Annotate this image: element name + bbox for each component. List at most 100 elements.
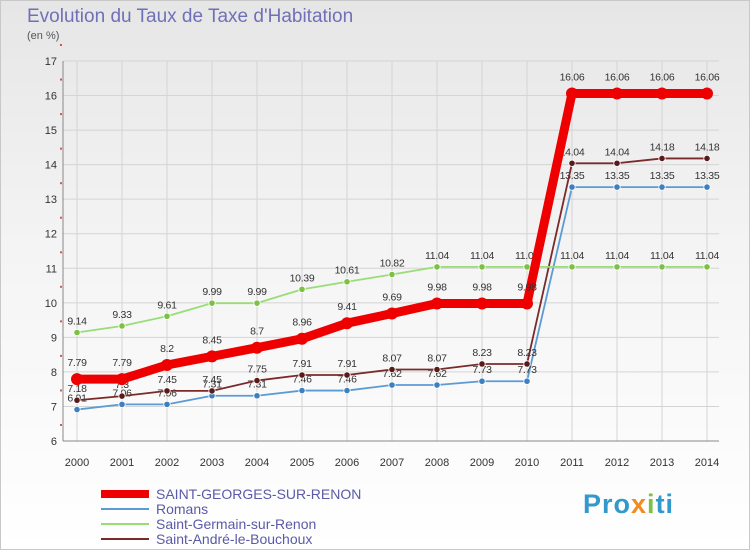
data-label-saint-germain-sur-renon: 11.04 <box>470 250 494 262</box>
data-point-saint-germain-sur-renon <box>613 263 621 271</box>
data-point-saint-andre-le-bouchoux <box>163 387 171 395</box>
data-label-saint-andre-le-bouchoux: 7.91 <box>292 358 312 370</box>
data-point-saint-germain-sur-renon <box>433 263 441 271</box>
chart-title: Evolution du Taux de Taxe d'Habitation <box>27 6 354 27</box>
data-label-saint-andre-le-bouchoux: 7.75 <box>247 364 267 376</box>
data-label-romans: 7.31 <box>202 379 222 391</box>
data-point-romans <box>388 381 396 389</box>
data-point-saint-georges-sur-renon <box>566 87 578 100</box>
data-label-saint-germain-sur-renon: 11.04 <box>425 250 449 262</box>
y-tick-label: 16 <box>45 91 57 103</box>
data-label-saint-andre-le-bouchoux: 7.45 <box>202 374 222 386</box>
data-label-saint-andre-le-bouchoux: 7.91 <box>337 358 357 370</box>
data-point-romans <box>568 183 576 191</box>
data-label-saint-georges-sur-renon: 9.41 <box>337 301 357 313</box>
legend-item: Saint-Germain-sur-Renon <box>101 515 361 532</box>
data-label-saint-georges-sur-renon: 8.2 <box>160 343 174 355</box>
legend-label: Romans <box>156 500 209 517</box>
data-label-saint-georges-sur-renon: 8.96 <box>292 317 312 329</box>
data-point-saint-germain-sur-renon <box>208 299 216 307</box>
data-label-saint-georges-sur-renon: 7.79 <box>112 357 132 369</box>
data-point-saint-georges-sur-renon <box>611 87 623 100</box>
data-label-romans: 13.35 <box>695 170 720 182</box>
data-point-saint-georges-sur-renon <box>296 332 308 345</box>
data-label-romans: 13.35 <box>560 170 585 182</box>
x-tick-label: 2001 <box>110 457 134 469</box>
data-label-saint-germain-sur-renon: 10.61 <box>335 265 360 277</box>
data-point-saint-georges-sur-renon <box>386 307 398 320</box>
data-point-saint-andre-le-bouchoux <box>208 387 216 395</box>
legend-item: Romans <box>101 500 361 517</box>
data-label-saint-andre-le-bouchoux: 14.04 <box>560 146 585 158</box>
data-label-romans: 7.62 <box>382 368 402 380</box>
data-point-romans <box>703 183 711 191</box>
legend-swatch <box>101 489 149 498</box>
data-point-saint-germain-sur-renon <box>478 263 486 271</box>
data-label-saint-germain-sur-renon: 9.99 <box>202 286 222 298</box>
y-tick-label: 9 <box>51 332 57 344</box>
data-label-saint-georges-sur-renon: 9.98 <box>427 282 447 294</box>
data-label-saint-andre-le-bouchoux: 8.07 <box>427 352 447 364</box>
data-label-saint-georges-sur-renon: 9.69 <box>382 292 402 304</box>
legend-item: SAINT-GEORGES-SUR-RENON <box>101 486 361 502</box>
data-point-saint-andre-le-bouchoux <box>298 371 306 379</box>
data-label-saint-georges-sur-renon: 16.06 <box>695 71 720 83</box>
data-point-saint-andre-le-bouchoux <box>613 159 621 167</box>
y-tick-label: 8 <box>51 367 57 379</box>
x-tick-label: 2012 <box>605 457 629 469</box>
data-point-saint-andre-le-bouchoux <box>388 365 396 374</box>
data-label-saint-germain-sur-renon: 11.04 <box>560 250 584 262</box>
x-tick-label: 2004 <box>245 457 269 469</box>
data-point-romans <box>253 392 261 400</box>
proxiti-logo: Proxiti <box>583 489 674 520</box>
data-label-saint-andre-le-bouchoux: 8.07 <box>382 352 402 364</box>
legend-swatch <box>101 507 149 510</box>
x-tick-label: 2007 <box>380 457 404 469</box>
data-label-saint-andre-le-bouchoux: 8.23 <box>472 347 492 359</box>
data-point-saint-germain-sur-renon <box>703 263 711 271</box>
data-label-saint-andre-le-bouchoux: 14.04 <box>605 146 630 158</box>
data-label-saint-germain-sur-renon: 9.33 <box>112 309 132 321</box>
data-label-saint-georges-sur-renon: 9.98 <box>517 282 537 294</box>
legend-label: Saint-Germain-sur-Renon <box>156 515 317 532</box>
data-point-saint-germain-sur-renon <box>253 299 261 307</box>
data-label-saint-georges-sur-renon: 7.79 <box>67 357 87 369</box>
data-label-saint-georges-sur-renon: 8.7 <box>250 326 264 338</box>
data-point-saint-andre-le-bouchoux <box>73 396 81 404</box>
data-point-saint-georges-sur-renon <box>116 373 128 386</box>
logo-letters: i <box>647 489 656 519</box>
data-point-saint-georges-sur-renon <box>476 297 488 310</box>
data-label-saint-andre-le-bouchoux: 14.18 <box>695 141 720 153</box>
x-tick-label: 2002 <box>155 457 179 469</box>
data-label-romans: 13.35 <box>650 170 675 182</box>
x-tick-label: 2010 <box>515 457 539 469</box>
data-point-saint-germain-sur-renon <box>343 278 351 286</box>
x-tick-label: 2014 <box>695 457 719 469</box>
data-label-saint-georges-sur-renon: 16.06 <box>605 71 630 83</box>
legend-item: Saint-André-le-Bouchoux <box>101 530 361 547</box>
data-point-saint-georges-sur-renon <box>251 341 263 354</box>
data-label-saint-germain-sur-renon: 10.39 <box>290 272 315 284</box>
y-tick-label: 14 <box>45 160 57 172</box>
y-tick-label: 7 <box>51 401 57 413</box>
logo-letters: ti <box>655 489 675 519</box>
data-point-saint-georges-sur-renon <box>431 297 443 310</box>
data-point-romans <box>523 377 531 385</box>
data-label-saint-georges-sur-renon: 9.98 <box>472 282 492 294</box>
legend-swatch <box>101 522 149 525</box>
data-point-saint-georges-sur-renon <box>521 297 533 310</box>
data-point-saint-andre-le-bouchoux <box>433 365 441 374</box>
data-point-saint-germain-sur-renon <box>298 285 306 293</box>
data-label-romans: 13.35 <box>605 170 630 182</box>
data-point-saint-andre-le-bouchoux <box>568 159 576 167</box>
data-point-saint-germain-sur-renon <box>568 263 576 271</box>
data-point-saint-georges-sur-renon <box>701 87 713 100</box>
y-tick-label: 17 <box>45 56 57 68</box>
legend-label: Saint-André-le-Bouchoux <box>156 530 313 547</box>
x-tick-label: 2008 <box>425 457 449 469</box>
data-label-saint-georges-sur-renon: 16.06 <box>560 71 585 83</box>
data-label-saint-andre-le-bouchoux: 14.18 <box>650 141 675 153</box>
data-point-saint-germain-sur-renon <box>163 312 171 320</box>
